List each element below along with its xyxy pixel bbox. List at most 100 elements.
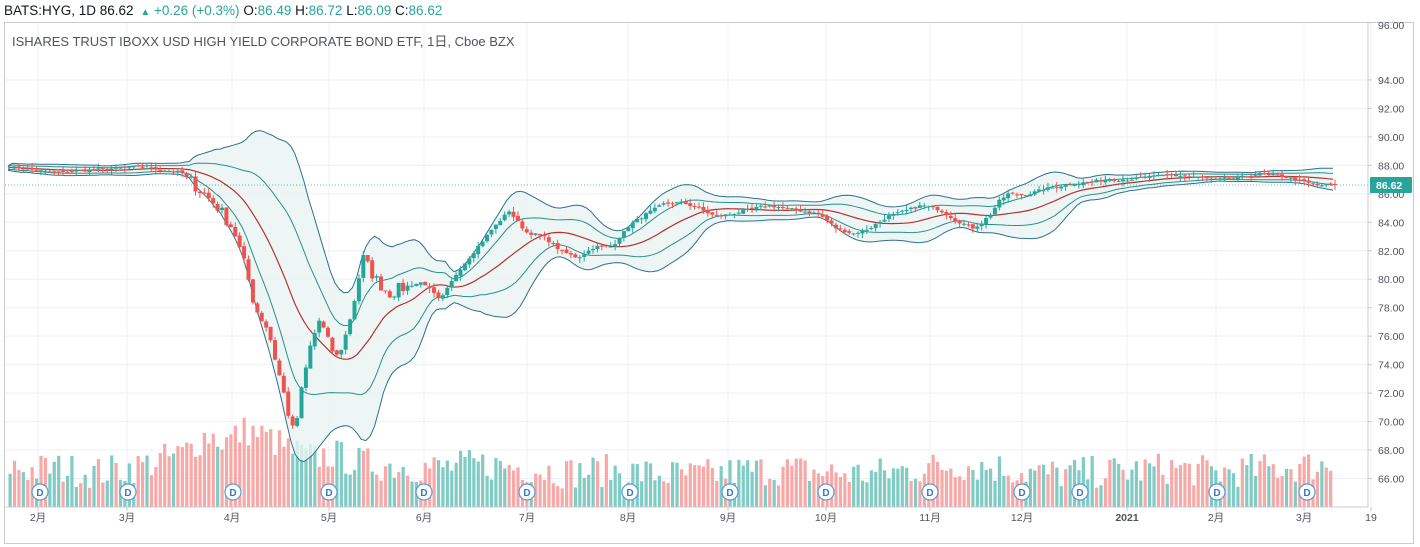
volume-bar [701,466,706,507]
candle [290,416,295,426]
candle [409,285,414,287]
price-tick-label: 92.00 [1378,103,1404,115]
dividend-marker-circle [1013,483,1031,501]
candle [807,211,812,214]
candle [1032,191,1037,195]
volume-bar [273,454,277,507]
price-tick-label: 94.00 [1378,75,1404,87]
candle [255,303,260,313]
volume-bar [953,477,957,507]
candle [617,238,622,244]
volume-bar [1227,469,1231,507]
time-tick-label: 19 [1365,512,1377,524]
candle [286,391,291,416]
dividend-marker-label: D [36,488,43,499]
candle [1094,179,1099,183]
lower-band-inner [8,169,1334,396]
candle [979,223,984,227]
candle [683,200,688,205]
volume-bar [57,455,61,507]
candle [586,250,591,254]
time-tick-label: 3月 [1296,512,1312,524]
candle [1147,176,1152,178]
volume-bar [856,464,860,507]
candle [334,350,339,355]
candle [233,226,238,237]
candle [1121,179,1125,182]
volume-bar [984,469,988,507]
volume-bar [507,464,511,507]
volume-bar [896,468,900,507]
dividend-marker-icon: D [1208,483,1226,501]
high-label: H: [295,3,309,18]
volume-bar [516,467,520,507]
volume-bar [1103,478,1108,507]
volume-bar [211,433,215,507]
volume-bar [874,471,878,507]
volume-bar [1280,476,1284,507]
candle [785,207,790,209]
candle [1103,180,1108,183]
dividend-marker-icon: D [721,483,739,501]
volume-bar [8,473,12,507]
candle [719,215,724,217]
candle [860,230,865,234]
dividend-marker-icon: D [518,483,536,501]
chart-frame[interactable] [4,22,1414,544]
candle [608,246,613,248]
candle [175,170,180,173]
candle [886,215,891,220]
volume-bar [198,455,202,507]
candle [1204,177,1209,179]
symbol-label[interactable]: BATS:HYG, 1D 86.62 [4,3,134,18]
candle [211,198,216,204]
candle [564,249,569,254]
candle [878,221,883,224]
volume-bar [88,487,92,507]
candle [1187,176,1192,178]
candle [312,332,317,347]
volume-bar [220,449,224,507]
dividend-marker-circle [224,483,242,501]
volume-bar [70,455,74,507]
candle [127,167,132,169]
volume-bar [878,458,882,507]
volume-bar [180,447,184,507]
candle [670,203,675,205]
candle [613,244,618,247]
candle [140,166,145,168]
dividend-marker-icon: D [921,483,939,501]
volume-bar [485,475,489,507]
volume-bar [675,462,679,507]
volume-bar [1108,459,1112,507]
candle [100,167,105,169]
volume-bar [498,460,502,507]
volume-bar [216,446,220,507]
candle [21,168,26,170]
volume-bar [843,473,847,507]
volume-bar [1161,474,1165,507]
dividend-marker-label: D [1303,488,1310,499]
volume-bar [158,453,162,507]
volume-bar [189,443,193,507]
volume-bar [1125,479,1130,507]
volume-bar [436,460,441,507]
volume-bar [238,442,242,507]
dividend-marker-circle [1298,483,1316,501]
volume-bar [578,463,582,507]
upper-band-outer [7,129,1334,294]
volume-bar [887,478,891,507]
candle [988,214,993,218]
price-axis: 66.00 68.00 70.00 72.00 74.00 76.00 78.00 80.00… [1367,20,1412,507]
volume-bar [277,430,282,507]
dividend-marker-icon: D [817,483,835,501]
candle [401,282,406,292]
candle [158,169,163,171]
volume-bar [1240,458,1244,507]
volume-bar [194,456,198,507]
candle [144,168,149,170]
time-tick-label: 6月 [416,512,432,524]
candlesticks [5,162,1368,429]
volume-bar [710,467,714,507]
